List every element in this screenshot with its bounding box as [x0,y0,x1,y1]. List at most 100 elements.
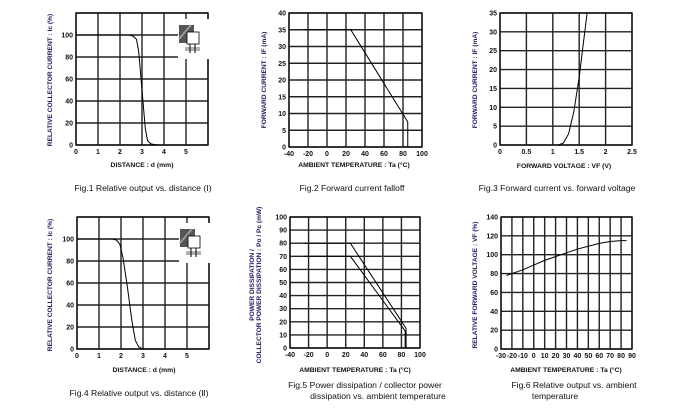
x-tick-label: 100 [416,151,428,158]
y-tick-label: 20 [65,121,73,128]
x-tick-label: 0 [75,353,79,360]
x-tick-label: -40 [285,352,295,359]
y-axis-title: RELATIVE FORWARD VOLTAGE : VF (%) [472,222,479,349]
figure-caption: Fig.2 Forward current falloff [300,183,406,193]
x-tick-label: 90 [628,353,636,360]
x-tick-label: 50 [584,353,592,360]
chart-4: 0 1 2 3 4 5 0 20 40 60 80 100 RELATIVE COLLECTOR CUR… [47,216,212,398]
y-tick-label: 5 [493,124,497,131]
y-tick-label: 25 [489,48,497,55]
chart-6: -30 -20 -10 0 10 20 30 40 50 60 70 80 90020406080100… [472,215,637,402]
x-tick-label: 20 [342,151,350,158]
y-tick-label: 50 [279,280,287,287]
y-tick-label: 0 [69,143,73,150]
series-line-po [303,242,407,348]
x-tick-label: 4 [162,149,166,156]
x-tick-label: 40 [360,352,368,359]
figure-caption: Fig.3 Forward current vs. forward voltag… [479,183,636,193]
y-tick-label: 20 [278,78,286,85]
x-tick-label: 1 [551,149,555,156]
plot-frame [75,12,209,146]
y-tick-label: 0 [70,347,74,354]
x-tick-label: 0.5 [522,149,532,156]
chart-3: 0 0.5 1 1.5 2 2.5 0 5 10 15 20 25 30 35 FORWARD CURREN… [472,11,637,194]
y-tick-label: 15 [489,86,497,93]
x-tick-label: 1 [96,149,100,156]
y-tick-label: 140 [486,215,498,222]
x-tick-label: 30 [563,353,571,360]
x-tick-label: 3 [140,149,144,156]
x-tick-label: 2 [119,353,123,360]
y-tick-label: 30 [278,44,286,51]
y-tick-label: 30 [489,29,497,36]
y-tick-label: 0 [283,346,287,353]
figure-caption: Fig.5 Power dissipation / collector powe… [288,380,442,390]
y-tick-label: 15 [278,94,286,101]
y-tick-label: 80 [65,55,73,62]
x-tick-label: -40 [284,151,294,158]
x-tick-label: 60 [380,151,388,158]
x-tick-label: -30 [496,353,506,360]
y-tick-label: 40 [66,303,74,310]
x-tick-label: -20 [304,352,314,359]
x-tick-label: 100 [414,352,426,359]
y-axis-title: RELATIVE COLLECTOR CURRENT : Ic (%) [47,219,54,351]
series-line-vf [506,240,627,276]
x-tick-label: 2 [604,149,608,156]
y-tick-label: 25 [278,61,286,68]
figure-caption: Fig.4 Relative output vs. distance (Ⅱ) [70,388,209,398]
series-line-if [557,12,588,146]
y-tick-label: 70 [279,254,287,261]
x-tick-label: 40 [361,151,369,158]
y-tick-label: 10 [279,332,287,339]
y-tick-label: 20 [490,328,498,335]
series-line-ic [76,34,158,146]
y-tick-label: 40 [65,99,73,106]
y-tick-label: 10 [278,111,286,118]
x-tick-label: 2.5 [627,149,637,156]
x-tick-label: 1.5 [574,149,584,156]
sensor-diagram-icon [179,223,212,263]
x-tick-label: 60 [379,352,387,359]
y-axis-title: POWER DISSIPATION / [249,249,256,321]
y-tick-label: 40 [490,309,498,316]
x-axis-title: FORWARD VOLTAGE : VF (V) [517,163,611,170]
x-tick-label: 0 [532,353,536,360]
y-tick-label: 0 [494,347,498,354]
x-tick-label: 80 [399,151,407,158]
plot-frame [288,12,423,148]
figure-caption: dissipation vs. ambient temperature [310,391,446,401]
chart-5: -40 -20 0 20 40 60 80 100 0 10 20 30 40 50 60 70 80 90 100… [249,207,446,401]
x-tick-label: 0 [498,149,502,156]
y-tick-label: 90 [279,228,287,235]
x-tick-label: 20 [552,353,560,360]
x-axis-title: DISTANCE : d (mm) [113,367,176,374]
y-tick-label: 60 [279,267,287,274]
y-tick-label: 80 [279,241,287,248]
x-tick-label: 60 [595,353,603,360]
x-tick-label: 0 [74,149,78,156]
x-tick-label: 70 [606,353,614,360]
y-tick-label: 100 [486,252,498,259]
x-tick-label: -10 [518,353,528,360]
x-tick-label: 4 [163,353,167,360]
y-tick-label: 30 [279,306,287,313]
series-line-pc [303,255,406,348]
y-tick-label: 40 [278,11,286,18]
figure-caption: Fig.6 Relative output vs. ambient [511,380,637,390]
x-tick-label: 1 [97,353,101,360]
plot-frame [500,216,633,350]
y-tick-label: 35 [489,11,497,18]
y-tick-label: 100 [275,215,287,222]
x-axis-title: AMBIENT TEMPERATURE : Ta (°C) [298,161,410,169]
y-tick-label: 35 [278,27,286,34]
x-tick-label: 5 [184,149,188,156]
x-axis-title: DISTANCE : d (mm) [111,162,174,169]
series-line-ic [77,238,163,350]
y-tick-label: 10 [489,105,497,112]
x-tick-label: 0 [325,151,329,158]
x-tick-label: 2 [118,149,122,156]
y-axis-title: FORWARD CURRENT : IF (mA) [261,32,268,129]
x-tick-label: 10 [541,353,549,360]
y-tick-label: 60 [65,77,73,84]
